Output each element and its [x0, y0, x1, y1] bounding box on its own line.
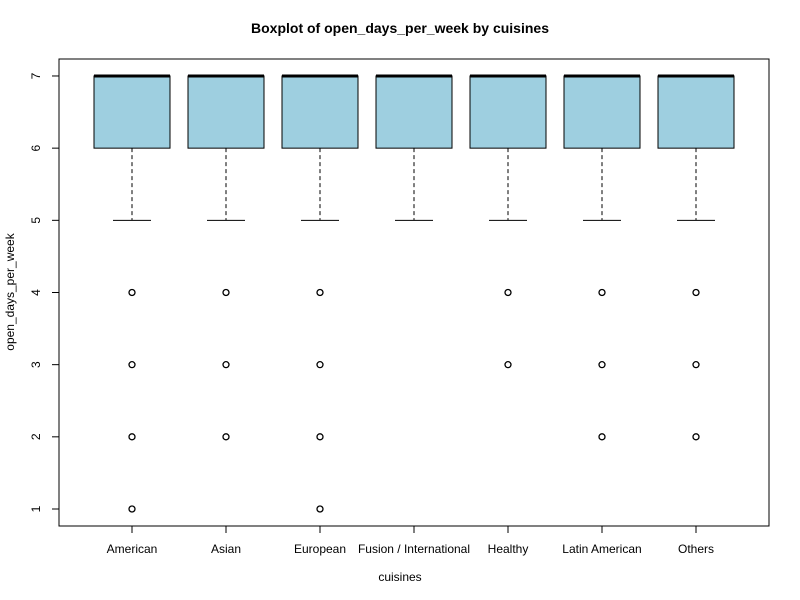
- x-tick-label: European: [294, 542, 346, 556]
- x-tick-label: American: [107, 542, 158, 556]
- box-iqr: [375, 75, 453, 149]
- x-tick-label: Asian: [211, 542, 241, 556]
- y-tick-label: 7: [29, 72, 43, 79]
- outlier-point: [222, 288, 230, 297]
- box-iqr: [187, 75, 265, 149]
- x-tick-label: Latin American: [562, 542, 641, 556]
- outlier-point: [692, 288, 700, 297]
- y-tick-label: 1: [29, 505, 43, 512]
- outlier-point: [316, 433, 324, 441]
- outlier-point: [598, 288, 606, 297]
- box-iqr: [93, 75, 171, 149]
- x-tick-label: Others: [678, 542, 714, 556]
- box-iqr: [563, 75, 641, 149]
- x-tick-label: Fusion / International: [358, 542, 470, 556]
- outlier-point: [128, 505, 136, 513]
- outlier-point: [598, 433, 606, 441]
- y-tick-label: 2: [29, 433, 43, 440]
- chart-title: Boxplot of open_days_per_week by cuisine…: [251, 20, 549, 36]
- y-tick-label: 5: [29, 217, 43, 224]
- outlier-point: [128, 288, 136, 297]
- outlier-point: [222, 361, 230, 369]
- outlier-point: [316, 361, 324, 369]
- y-tick-label: 3: [29, 361, 43, 368]
- y-tick-label: 6: [29, 144, 43, 151]
- outlier-point: [222, 433, 230, 441]
- box-iqr: [469, 75, 547, 149]
- x-axis-label: cuisines: [378, 570, 422, 584]
- outlier-point: [316, 288, 324, 297]
- outlier-point: [504, 288, 512, 297]
- outlier-point: [128, 361, 136, 369]
- y-tick-label: 4: [29, 289, 43, 296]
- box-iqr: [657, 75, 735, 149]
- x-tick-label: Healthy: [488, 542, 529, 556]
- box-iqr: [281, 75, 359, 149]
- outlier-point: [692, 433, 700, 441]
- outlier-point: [504, 361, 512, 369]
- outlier-point: [598, 361, 606, 369]
- outlier-point: [128, 433, 136, 441]
- outlier-point: [692, 361, 700, 369]
- outlier-point: [316, 505, 324, 513]
